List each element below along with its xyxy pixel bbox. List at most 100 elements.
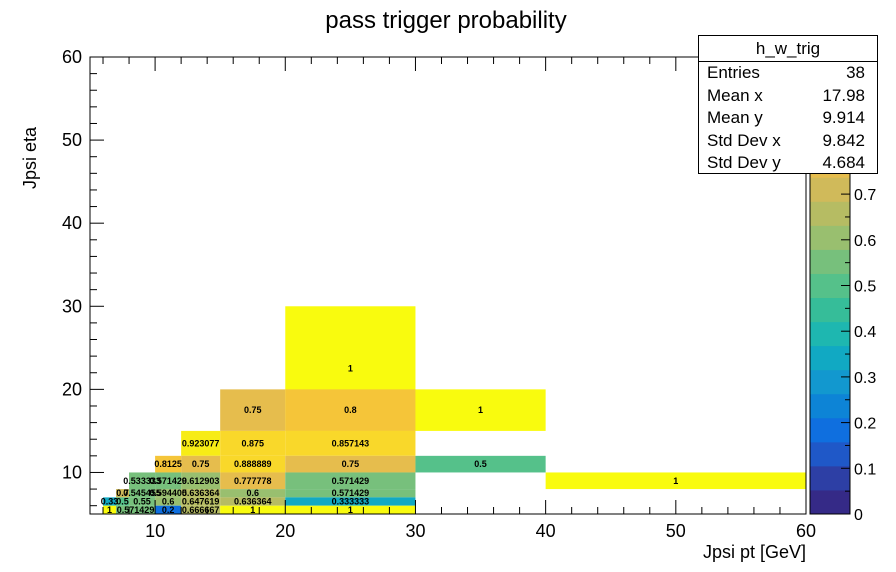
cell-value-label: 0.647619 <box>182 497 220 507</box>
cell-value-label: 0.636364 <box>234 497 272 507</box>
heatmap-cell <box>103 497 117 506</box>
stats-value: 9.914 <box>822 108 865 127</box>
cell-value-label: 0.6 <box>246 488 259 498</box>
y-tick-label: 20 <box>62 379 82 399</box>
stats-key: Mean x <box>707 85 763 105</box>
color-scale-label: 0.7 <box>854 187 876 204</box>
cell-value-label: 0.7 <box>116 488 129 498</box>
heatmap-cell <box>181 430 221 456</box>
color-scale-segment <box>810 441 850 467</box>
cell-value-label: 0.636364 <box>182 488 220 498</box>
heatmap-cell <box>220 430 286 456</box>
cell-value-label: 0.857143 <box>332 438 370 448</box>
stats-value: 17.98 <box>822 85 865 105</box>
x-axis: 10 20 30 40 50 60 <box>102 57 816 541</box>
heatmap-cell <box>181 497 221 506</box>
heatmap-cell <box>285 430 416 456</box>
x-tick-label: 60 <box>796 521 816 541</box>
x-tick-label: 40 <box>536 521 556 541</box>
stats-key: Std Dev y <box>707 153 781 172</box>
heatmap-cell <box>116 489 130 498</box>
heatmap-cell <box>220 489 286 498</box>
color-scale-label: 0.2 <box>854 416 876 433</box>
cell-value-label: 0.55 <box>133 497 151 507</box>
y-tick-label: 60 <box>62 47 82 67</box>
heatmap-cell <box>116 505 156 514</box>
heatmap-cell <box>285 472 416 490</box>
heatmap-cell <box>155 489 182 498</box>
cell-value-label: 0.571429 <box>117 505 155 515</box>
color-scale-segment <box>810 201 850 226</box>
heatmap-cell <box>181 505 221 514</box>
heatmap-cell <box>220 472 286 490</box>
color-scale-segment <box>810 417 850 443</box>
heatmap-cell <box>220 389 286 431</box>
x-axis-label: Jpsi pt [GeV] <box>703 542 806 562</box>
cell-value-label: 0.875 <box>241 438 264 448</box>
stats-key: Mean y <box>707 108 763 127</box>
cell-value-label: 0.8125 <box>154 459 182 469</box>
stats-value: 4.684 <box>822 153 865 172</box>
heatmap-cell <box>220 455 286 473</box>
x-tick-label: 50 <box>666 521 686 541</box>
heatmap-cell <box>129 489 156 498</box>
cell-value-label: 0.571429 <box>332 488 370 498</box>
cell-value-label: 0.5 <box>474 459 487 469</box>
color-scale-segment <box>810 177 850 202</box>
cell-value-label: 0.75 <box>342 459 360 469</box>
y-tick-label: 30 <box>62 296 82 316</box>
heatmap-cell <box>220 497 286 506</box>
color-scale-label: 0.4 <box>854 324 876 341</box>
heatmap-cell <box>181 489 221 498</box>
heatmap-cell <box>285 497 416 506</box>
heatmap-cell <box>220 505 286 514</box>
cell-value-label: 0.571429 <box>149 476 187 486</box>
cell-value-label: 0.545455 <box>123 488 161 498</box>
color-scale-label: 0 <box>854 507 863 524</box>
color-scale-segment <box>810 321 850 347</box>
y-tick-label: 40 <box>62 213 82 233</box>
stats-box-title: h_w_trig <box>699 36 877 62</box>
cell-value-label: 1 <box>250 505 255 515</box>
cell-value-label: 0.75 <box>244 405 262 415</box>
cell-value-label: 0.594405 <box>149 488 187 498</box>
cell-value-label: 0.612903 <box>182 476 220 486</box>
color-scale-label: 0.3 <box>854 370 876 387</box>
x-tick-label: 20 <box>275 521 295 541</box>
heatmap-cell <box>129 497 156 506</box>
heatmap-cell <box>285 489 416 498</box>
heatmap-cell <box>181 455 221 473</box>
heatmap-cell <box>155 497 182 506</box>
cell-value-label: 0.666667 <box>182 505 220 515</box>
heatmap-cell <box>415 389 546 431</box>
heatmap-cell <box>103 505 117 514</box>
cell-value-label: 0.923077 <box>182 438 220 448</box>
color-scale-segment <box>810 369 850 395</box>
cell-value-label: 0.571429 <box>332 476 370 486</box>
heatmap-cell <box>285 505 416 514</box>
heatmap-cell <box>415 455 546 473</box>
x-tick-label: 10 <box>145 521 165 541</box>
heatmap-cell <box>181 472 221 490</box>
heatmap-cell <box>155 505 182 514</box>
color-scale-segment <box>810 393 850 419</box>
color-scale-label: 0.5 <box>854 279 876 296</box>
cell-value-label: 0.533333 <box>123 476 161 486</box>
y-axis: 10 20 30 40 50 60 <box>62 47 104 507</box>
stats-row: Entries 38 <box>699 62 877 85</box>
stats-key: Std Dev x <box>707 130 781 150</box>
plot-frame <box>89 56 807 515</box>
stats-row: Std Dev y 4.684 <box>699 152 877 175</box>
color-scale-segment <box>810 465 850 491</box>
cell-value-label: 0.777778 <box>234 476 272 486</box>
heatmap-cell <box>155 455 182 473</box>
y-axis-label: Jpsi eta <box>20 126 40 189</box>
cell-value-label: 0.6 <box>162 497 175 507</box>
stats-row: Std Dev x 9.842 <box>699 130 877 153</box>
cell-value-label: 0.8 <box>344 405 357 415</box>
color-scale-segment <box>810 297 850 323</box>
chart-title: pass trigger probability <box>325 7 566 34</box>
heatmap-cell-labels: 1 0.75 0.8 1 0.923077 0.875 0.857143 0.8125 0.75… <box>101 364 679 515</box>
